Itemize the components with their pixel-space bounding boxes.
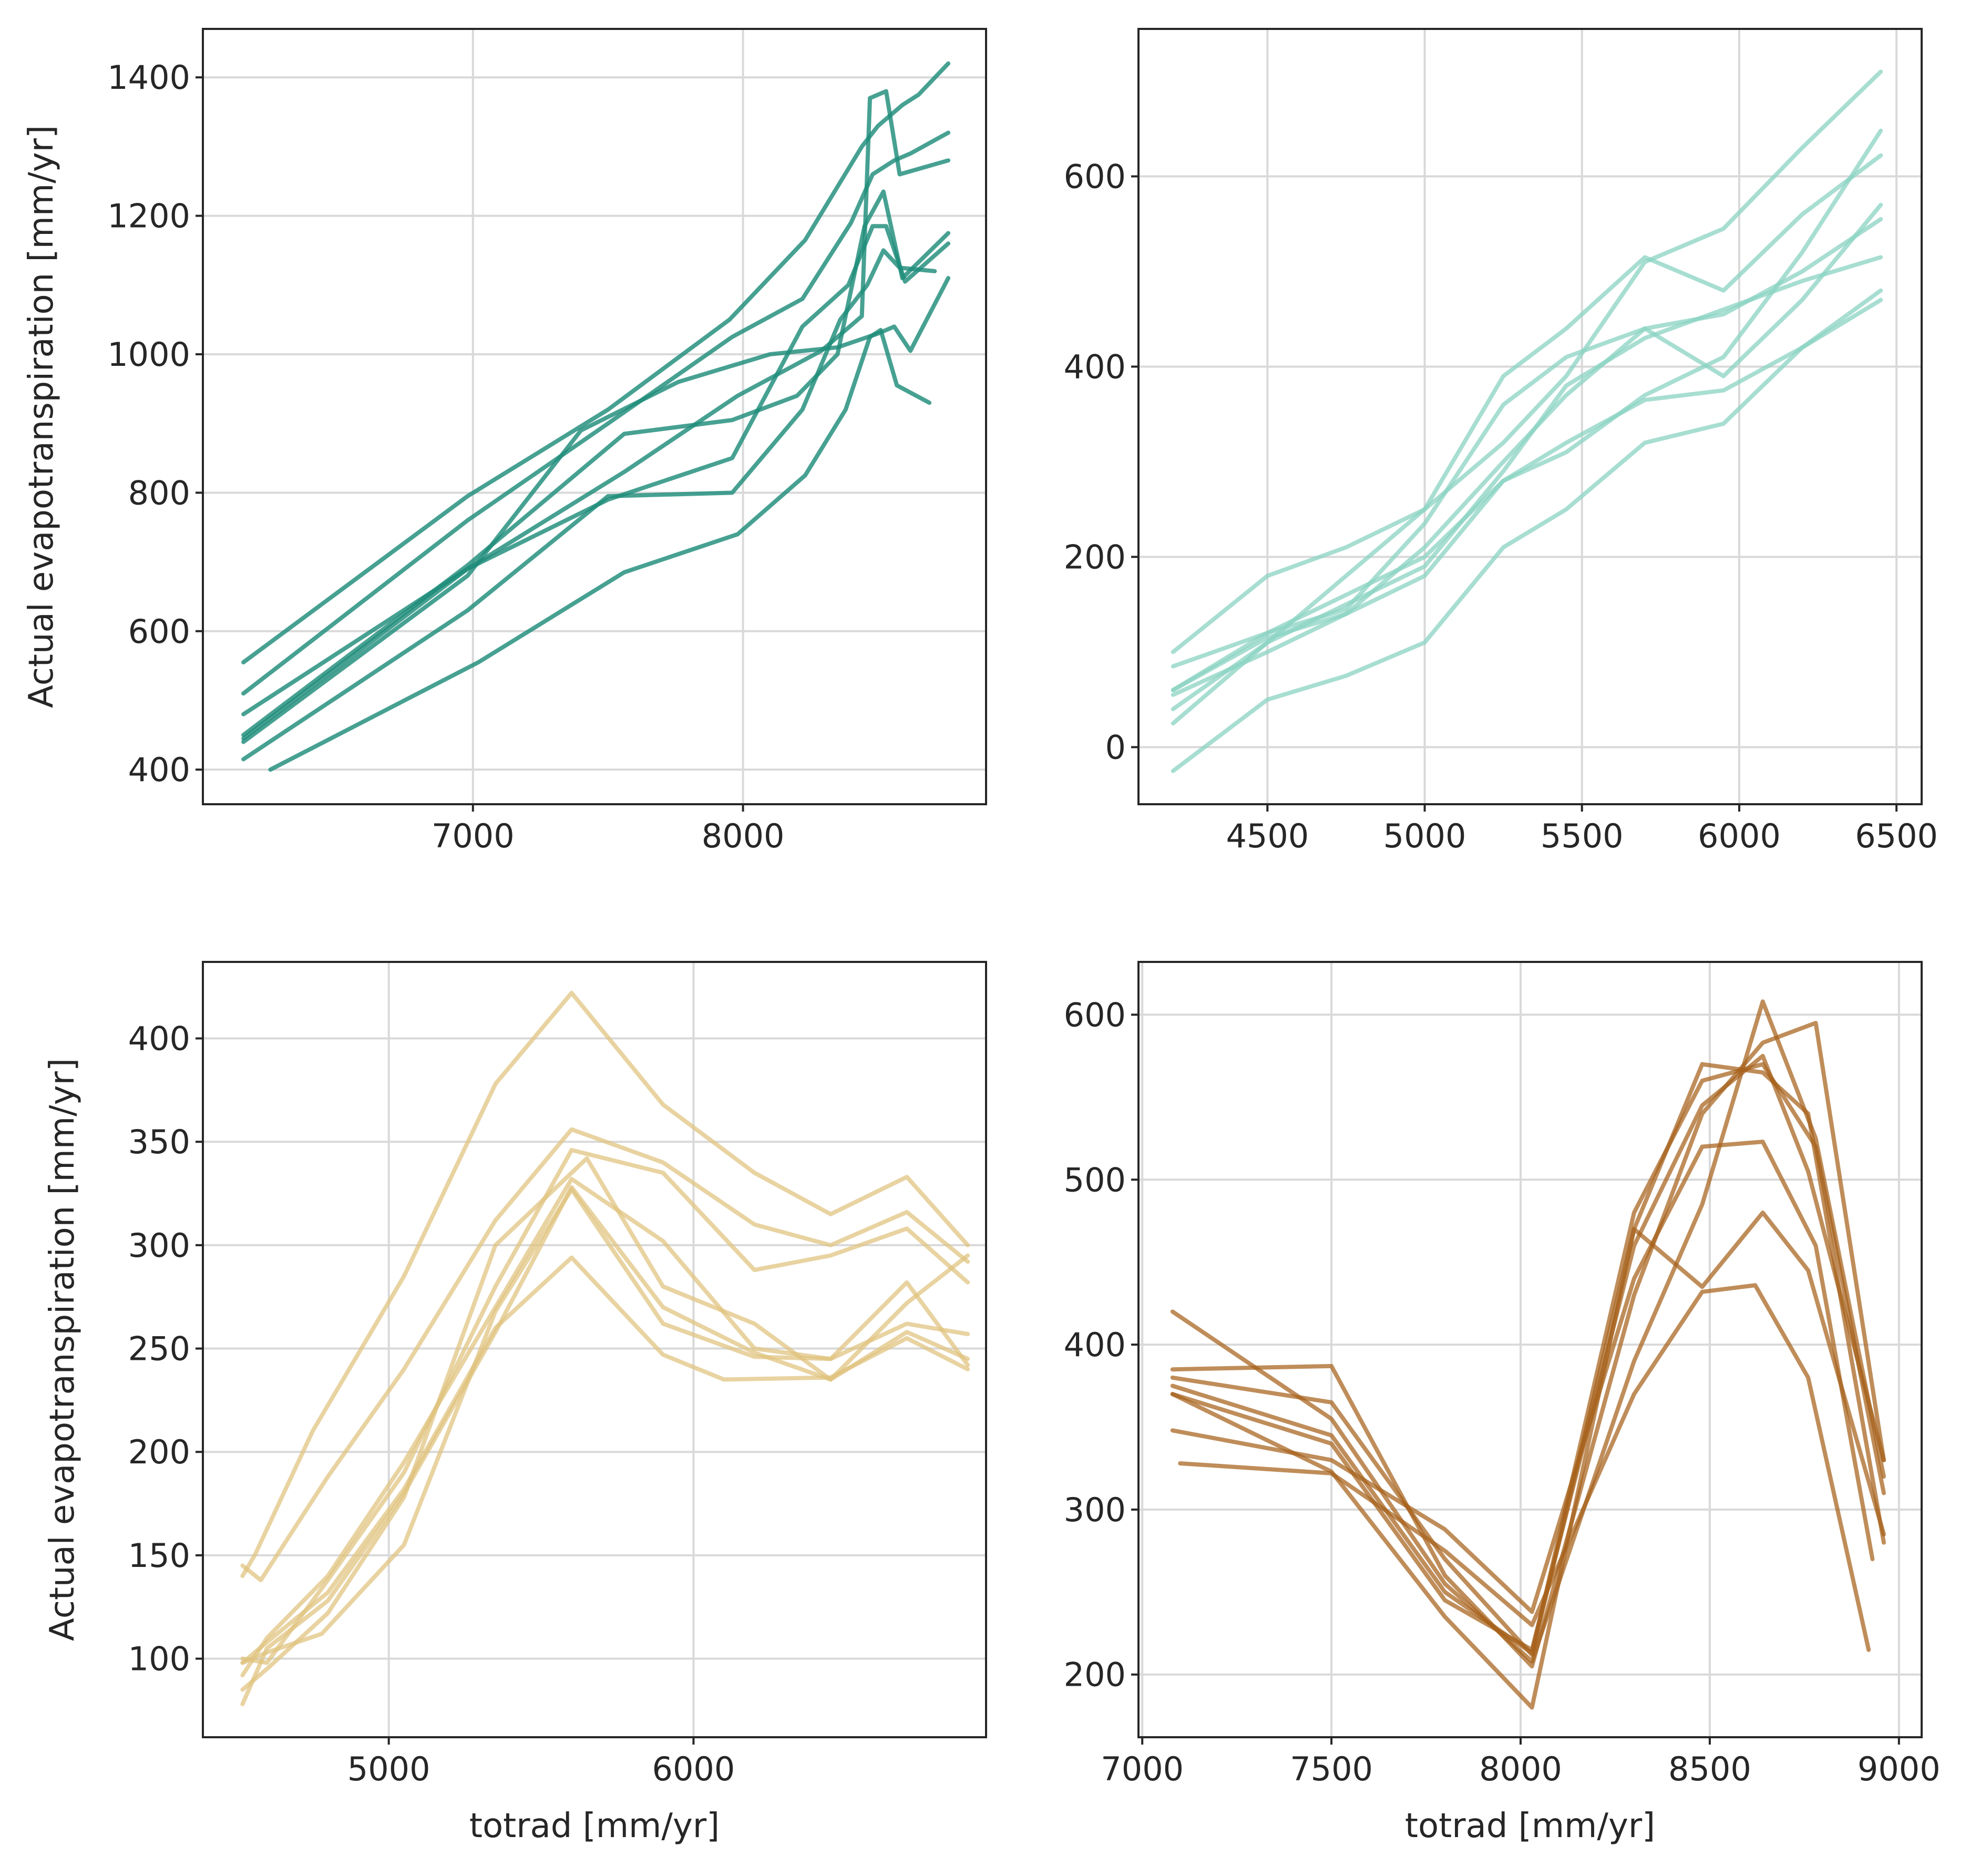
series-group <box>240 991 970 1707</box>
x-tick-label: 5000 <box>1383 817 1466 855</box>
series-line-run-4 <box>240 1177 970 1677</box>
x-tick-label: 6000 <box>652 1750 735 1788</box>
series-line-run-6 <box>1170 1140 1875 1614</box>
y-tick-label: 1200 <box>107 197 190 235</box>
x-axis-label: totrad [mm/yr] <box>1405 1807 1655 1846</box>
series-line-run-5 <box>1171 217 1883 669</box>
y-axis-label: Actual evapotranspiration [mm/yr] <box>22 125 61 708</box>
series-line-run-2 <box>1171 128 1883 692</box>
y-tick-label: 400 <box>1064 347 1126 386</box>
x-tick-label: 6500 <box>1855 817 1938 855</box>
series-line-run-8 <box>241 276 951 744</box>
x-tick-label: 4500 <box>1226 817 1309 855</box>
panel-top-left: 7000 8000 400 600 800 1000 1200 1400 Actual evap… <box>22 28 987 855</box>
series-line-run-4 <box>1170 1062 1886 1655</box>
y-tick-label: 150 <box>128 1536 190 1575</box>
x-tick-label: 8500 <box>1668 1750 1751 1788</box>
series-line-run-6 <box>241 248 937 762</box>
y-tick-label: 0 <box>1105 728 1126 766</box>
axis-frame <box>1137 28 1923 805</box>
x-tick-label: 5000 <box>347 1750 430 1788</box>
series-line-run-8 <box>1171 298 1883 773</box>
x-tick-label: 8000 <box>702 817 785 855</box>
series-line-run-7 <box>268 327 932 772</box>
y-axis-label: Actual evapotranspiration [mm/yr] <box>43 1058 82 1641</box>
y-tick-label: 400 <box>1064 1326 1126 1364</box>
y-tick-label: 800 <box>128 474 190 512</box>
x-tick-label: 9000 <box>1858 1750 1941 1788</box>
y-tick-label: 200 <box>128 1433 190 1471</box>
series-group <box>1170 999 1886 1710</box>
series-line-run-1 <box>1170 999 1886 1664</box>
series-line-run-1 <box>1171 69 1883 654</box>
y-tick-label: 1000 <box>107 335 190 374</box>
series-group <box>1171 69 1883 773</box>
series-line-run-3 <box>1171 153 1883 726</box>
series-line-run-5 <box>241 224 951 741</box>
x-tick-label: 7500 <box>1290 1750 1373 1788</box>
y-tick-label: 100 <box>128 1640 190 1678</box>
x-tick-label: 7000 <box>1101 1750 1184 1788</box>
y-tick-label: 400 <box>128 1020 190 1058</box>
series-line-run-7 <box>1170 1211 1886 1710</box>
y-tick-label: 200 <box>1064 1656 1126 1694</box>
y-tick-label: 1400 <box>107 58 190 97</box>
series-line-run-7 <box>1171 288 1883 692</box>
series-group <box>241 61 951 772</box>
series-line-run-2 <box>241 130 951 696</box>
y-tick-label: 300 <box>1064 1491 1126 1529</box>
y-tick-label: 250 <box>128 1330 190 1368</box>
axis-frame <box>1137 961 1923 1738</box>
x-tick-label: 7000 <box>432 817 515 855</box>
y-tick-label: 600 <box>1064 996 1126 1034</box>
series-line-run-2 <box>1170 1021 1886 1669</box>
series-line-run-1 <box>241 61 951 664</box>
x-tick-label: 8000 <box>1479 1750 1562 1788</box>
y-tick-label: 600 <box>1064 158 1126 196</box>
axis-frame <box>202 28 987 805</box>
series-line-run-8 <box>1178 1283 1871 1652</box>
series-line-run-1 <box>240 991 970 1578</box>
y-tick-label: 600 <box>128 612 190 651</box>
x-tick-label: 5500 <box>1541 817 1624 855</box>
panel-bottom-left: 5000 6000 100 150 200 250 300 350 400 Actual evap… <box>43 961 987 1846</box>
series-line-run-6 <box>1171 255 1883 711</box>
panel-bottom-right: 7000 7500 8000 8500 9000 200 300 400 500 600 totra… <box>1064 961 1941 1846</box>
panel-top-right: 4500 5000 5500 6000 6500 0 200 400 600 <box>1064 28 1938 855</box>
y-tick-label: 300 <box>128 1226 190 1265</box>
x-tick-label: 6000 <box>1698 817 1781 855</box>
y-tick-label: 500 <box>1064 1161 1126 1199</box>
y-tick-label: 400 <box>128 751 190 789</box>
x-axis-label: totrad [mm/yr] <box>469 1807 720 1846</box>
series-line-run-6 <box>240 1187 970 1665</box>
y-tick-label: 200 <box>1064 538 1126 576</box>
series-line-run-2 <box>240 1127 970 1583</box>
series-line-run-5 <box>1170 1053 1886 1652</box>
y-tick-label: 350 <box>128 1123 190 1161</box>
series-line-run-8 <box>240 1255 970 1665</box>
